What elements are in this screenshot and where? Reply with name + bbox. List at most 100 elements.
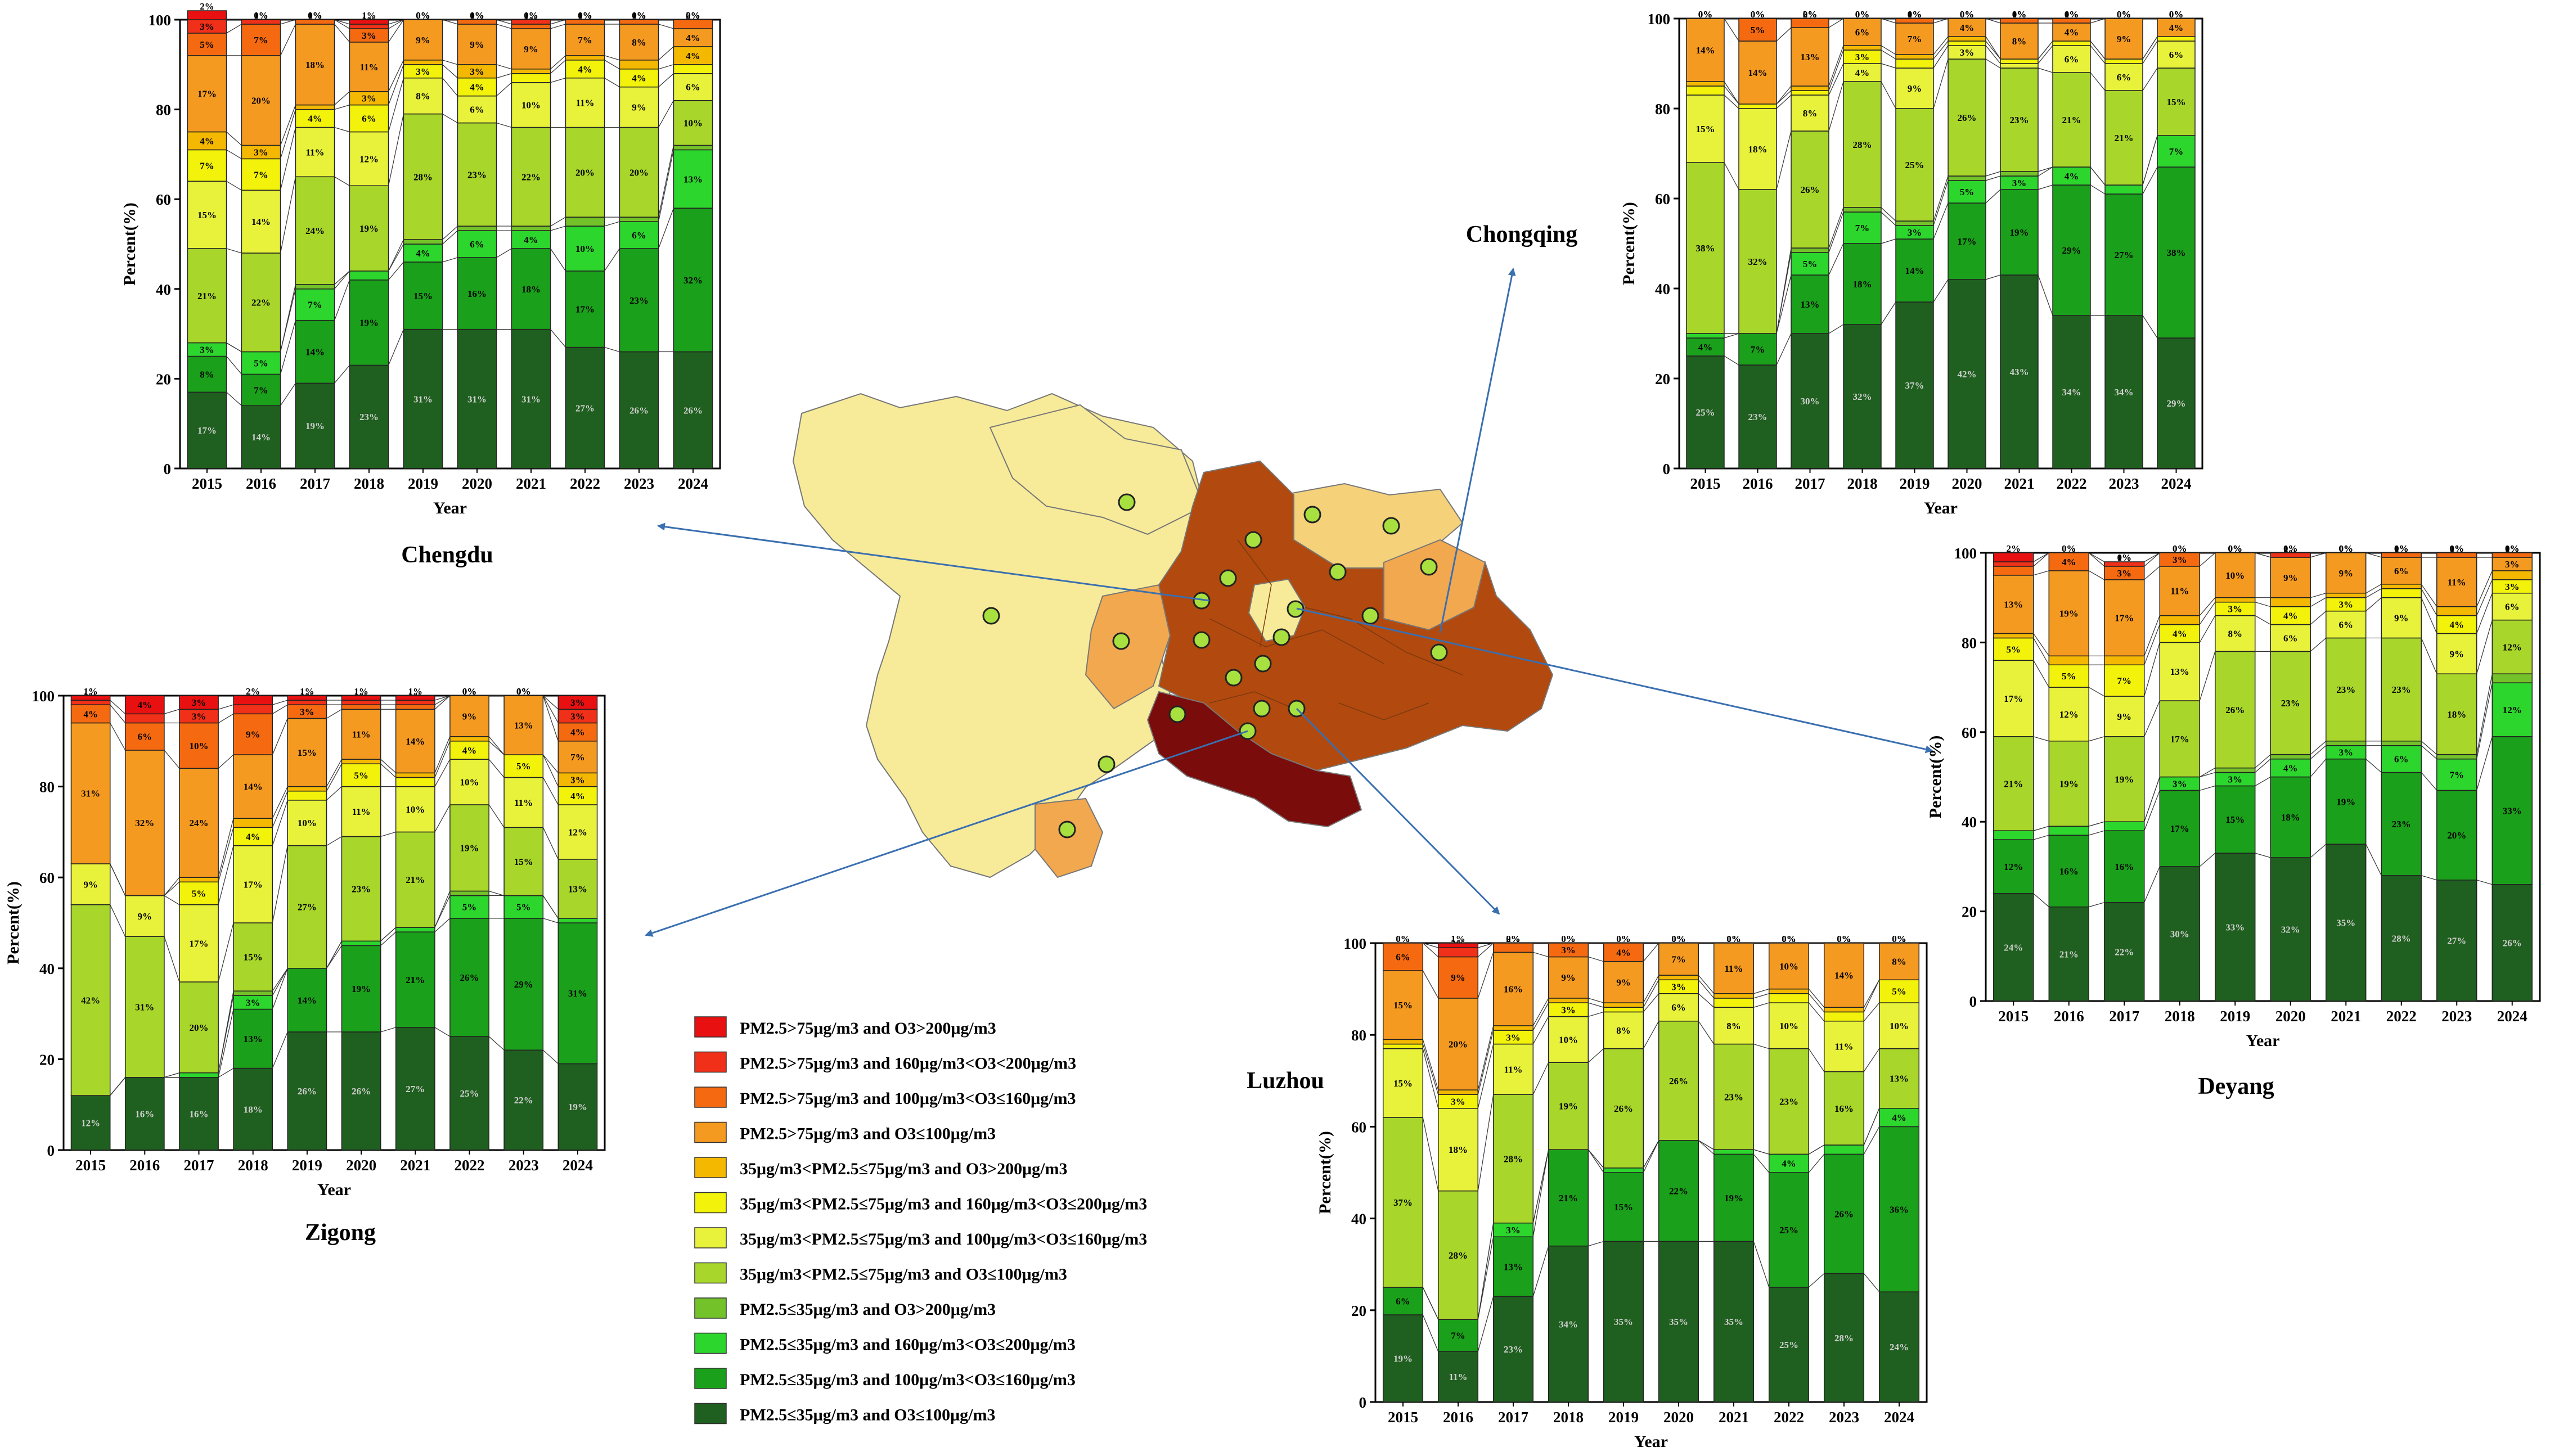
data-label: 18% [1853, 279, 1872, 290]
bar-segment [457, 257, 497, 330]
connector-line [380, 927, 397, 941]
legend-label: 35μg/m3<PM2.5≤75μg/m3 and 160μg/m3<O3≤20… [740, 1195, 1147, 1214]
connector-line [272, 968, 288, 991]
data-label: 3% [2173, 778, 2187, 789]
data-label: 31% [568, 988, 587, 999]
connector-line [1422, 1287, 1439, 1320]
data-label: 0% [2450, 543, 2464, 554]
bar-segment [1878, 1002, 1920, 1049]
data-label: 25% [460, 1088, 479, 1099]
bar-segment [1823, 1153, 1865, 1274]
data-label: 19% [2010, 227, 2029, 238]
connector-line [226, 248, 242, 254]
connector-line [2088, 552, 2105, 562]
y-tick-label: 100 [32, 688, 55, 705]
bar-segment [287, 718, 327, 787]
bar-segment [2104, 821, 2145, 831]
bar-segment [1791, 18, 1829, 28]
data-label: 0% [578, 10, 592, 21]
data-label: 0% [1908, 9, 1922, 20]
data-label: 8% [416, 91, 430, 102]
bar-segment [673, 149, 713, 209]
connector-line [380, 1027, 396, 1033]
connector-line [1477, 1237, 1494, 1320]
legend-label: PM2.5≤35μg/m3 and 160μg/m3<O3≤200μg/m3 [740, 1336, 1076, 1354]
data-label: 4% [578, 64, 592, 75]
bar-segment [503, 918, 544, 1051]
data-label: 3% [2228, 774, 2243, 785]
bar-segment [1686, 162, 1725, 334]
connector-line [542, 777, 559, 805]
bar-segment [1548, 1016, 1589, 1063]
bar-segment [1738, 333, 1777, 366]
bar-segment [395, 709, 435, 774]
data-label: 0% [2117, 9, 2131, 20]
bar-segment [1686, 18, 1725, 82]
city-marker [1420, 558, 1438, 576]
data-label: 16% [135, 1108, 154, 1119]
data-label: 0% [1671, 934, 1686, 944]
connector-line [542, 695, 559, 741]
data-label: 9% [524, 44, 538, 55]
data-label: 17% [197, 89, 217, 100]
bar-segment [673, 100, 713, 146]
data-label: 0% [2117, 9, 2131, 20]
bar-segment [1492, 943, 1534, 953]
data-label: 0% [1803, 9, 1818, 20]
bar-segment [565, 19, 605, 25]
connector-line [2476, 674, 2493, 755]
connector-line [326, 763, 342, 791]
y-axis-title: Percent(%) [1620, 202, 1638, 285]
data-label: 4% [686, 33, 700, 43]
connector-line [2089, 902, 2104, 908]
bar-segment [179, 904, 219, 982]
connector-line [380, 759, 397, 773]
data-label: 9% [2117, 711, 2132, 722]
data-label: 5% [516, 902, 531, 913]
bar-segment [233, 818, 273, 828]
data-label: 0% [2173, 543, 2187, 554]
data-label: 0% [632, 10, 646, 21]
connector-line [1422, 970, 1439, 999]
connector-line [334, 91, 350, 106]
bar-segment [1768, 1002, 1810, 1049]
data-label: 35% [2336, 918, 2355, 928]
connector-line [164, 1072, 180, 1078]
x-tick-label: 2023 [509, 1157, 539, 1174]
connector-line [543, 918, 559, 923]
connector-line [2421, 588, 2437, 616]
connector-line [2144, 642, 2160, 697]
data-label: 3% [2228, 604, 2243, 615]
connector-line [1422, 1314, 1439, 1352]
data-label: 19% [460, 843, 479, 854]
bar-segment [70, 863, 111, 905]
y-axis-title: Percent(%) [1926, 736, 1945, 819]
data-label: 1% [470, 10, 484, 21]
x-tick-label: 2018 [238, 1157, 268, 1174]
data-label: 7% [254, 35, 268, 46]
x-tick-label: 2022 [1774, 1409, 1804, 1426]
connector-line [2033, 660, 2049, 688]
bar-segment [2270, 857, 2311, 1002]
bar-segment [619, 248, 659, 353]
bar-segment [241, 24, 281, 56]
data-label: 0% [516, 686, 531, 697]
bar-segment [403, 113, 443, 240]
data-label: 23% [629, 295, 649, 306]
connector-line [1588, 998, 1604, 1003]
data-label: 18% [244, 1104, 263, 1115]
connector-line [280, 383, 296, 406]
data-label: 1% [408, 686, 423, 697]
connector-line [496, 82, 512, 97]
bar-segment [457, 230, 497, 258]
data-label: 21% [406, 975, 425, 985]
data-label: 35% [1614, 1317, 1633, 1327]
data-label: 43% [2010, 367, 2029, 377]
data-label: 22% [251, 297, 271, 308]
data-label: 14% [1696, 45, 1715, 56]
bar-segment [1658, 1020, 1699, 1141]
bar-segment [619, 19, 659, 25]
connector-line [1587, 1149, 1604, 1169]
x-tick-label: 2017 [2109, 1008, 2139, 1025]
connector-line [388, 262, 404, 281]
